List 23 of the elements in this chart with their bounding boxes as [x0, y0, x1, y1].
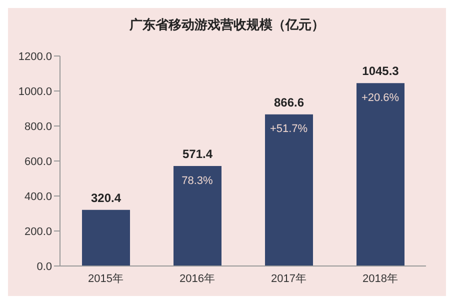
y-tick-label: 0.0 [36, 260, 52, 273]
y-tick-label: 800.0 [24, 120, 52, 133]
y-tick-label: 400.0 [24, 190, 52, 203]
data-label: 1045.3 [362, 64, 400, 78]
bar [174, 166, 222, 266]
annotation: 78.3% [182, 174, 214, 187]
annotation: +51.7% [270, 123, 308, 136]
bar [82, 210, 130, 266]
x-tick-label: 2015年 [88, 272, 124, 285]
bar [356, 83, 404, 266]
y-tick-label: 1200.0 [18, 50, 52, 63]
annotation: +20.6% [361, 92, 400, 104]
x-tick-label: 2016年 [180, 272, 215, 285]
chart-title: 广东省移动游戏营收规模（亿元） [128, 16, 326, 34]
data-label: 866.6 [274, 95, 304, 110]
y-tick-label: 1000.0 [18, 86, 52, 98]
data-label: 320.4 [90, 190, 122, 205]
x-tick-label: 2018年 [362, 272, 398, 285]
data-label: 571.4 [182, 147, 213, 162]
y-tick-label: 600.0 [24, 156, 52, 168]
bar [265, 114, 313, 266]
y-tick-label: 200.0 [24, 226, 52, 238]
x-tick-label: 2017年 [271, 272, 306, 285]
